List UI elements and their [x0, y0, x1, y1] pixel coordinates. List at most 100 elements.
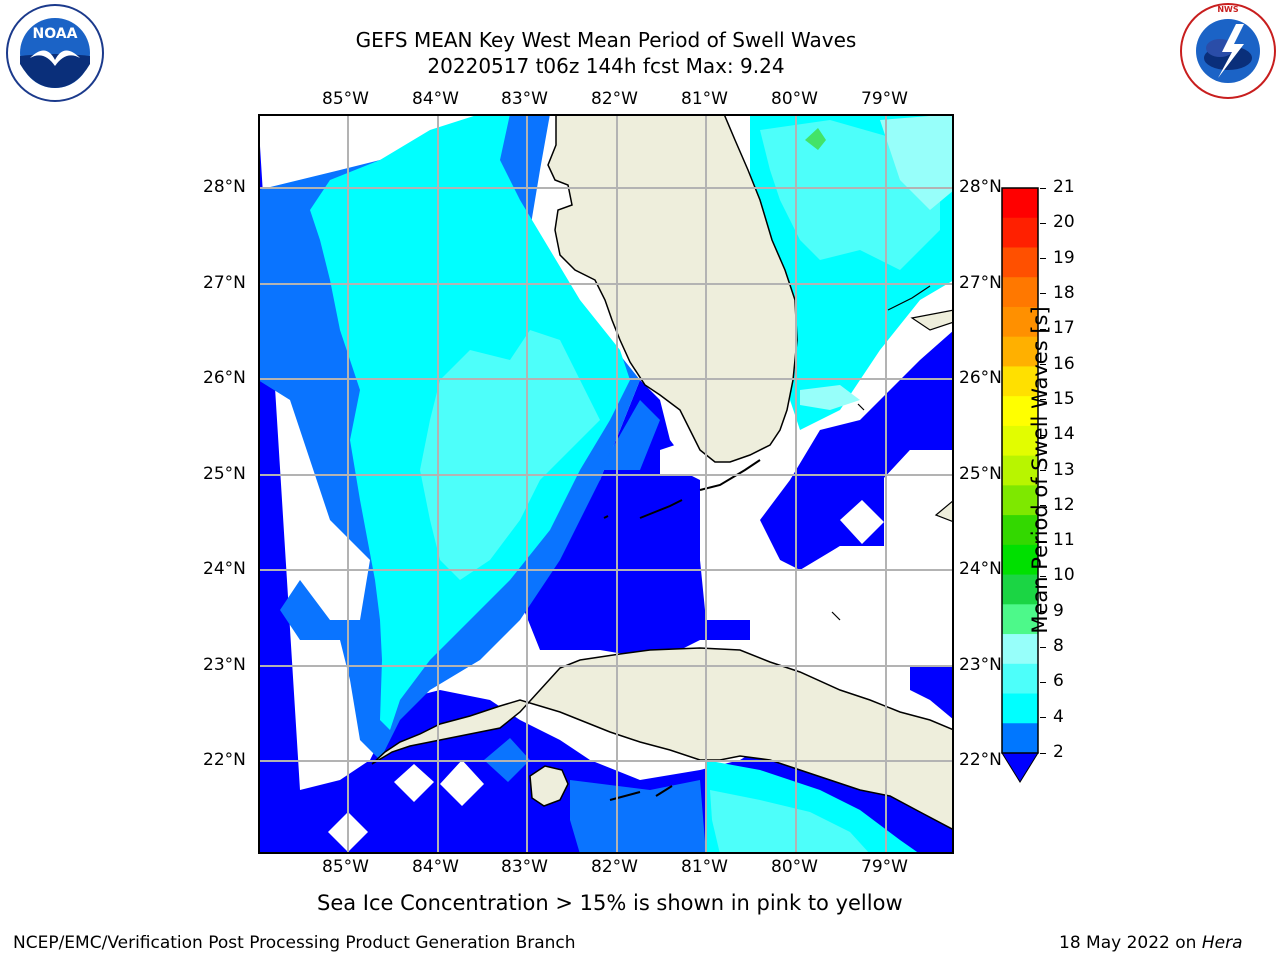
- lon-label-top: 83°W: [501, 89, 548, 109]
- colorbar-tick: [1040, 258, 1046, 260]
- colorbar-tick: [1040, 399, 1046, 401]
- no-data-area: [840, 500, 884, 544]
- lat-label-left: 24°N: [203, 559, 246, 579]
- sea-ice-note: Sea Ice Concentration > 15% is shown in …: [317, 891, 903, 915]
- colorbar-band: [1002, 366, 1038, 397]
- colorbar-band: [1002, 663, 1038, 695]
- lat-label-right: 23°N: [959, 655, 1002, 675]
- deep-blue-field: [520, 380, 750, 660]
- colorbar-band: [1002, 396, 1038, 427]
- colorbar-tick: [1040, 611, 1046, 613]
- colorbar-tick: [1040, 752, 1046, 754]
- colorbar-label: Mean Period of Swell Waves [s]: [1028, 306, 1052, 634]
- colorbar-tick: [1040, 470, 1046, 471]
- green-patch: [805, 128, 826, 150]
- colorbar-tick: [1040, 717, 1046, 719]
- colorbar-under-triangle: [1001, 752, 1039, 783]
- colorbar-tick: [1040, 681, 1046, 683]
- colorbar-tick-label: 16: [1053, 353, 1075, 374]
- colorbar-tick-label: 6: [1053, 671, 1064, 692]
- colorbar-tick-label: 9: [1053, 600, 1064, 621]
- no-data-area: [700, 450, 954, 650]
- lon-label-bottom: 81°W: [681, 857, 728, 877]
- land-bahamas: [887, 285, 931, 311]
- colorbar-band: [1002, 634, 1038, 665]
- lon-label-bottom: 84°W: [412, 857, 459, 877]
- land-bahamas: [831, 611, 841, 621]
- no-data-area: [394, 764, 434, 802]
- pale-cyan-field: [880, 114, 954, 210]
- lat-label-left: 28°N: [203, 177, 246, 197]
- colorbar-tick: [1040, 328, 1046, 330]
- map-frame: [258, 114, 954, 854]
- colorbar-tick-label: 2: [1053, 742, 1064, 762]
- colorbar-band: [1002, 455, 1038, 486]
- colorbar-band: [1002, 336, 1038, 367]
- lat-label-left: 23°N: [203, 655, 246, 675]
- lon-label-top: 81°W: [681, 89, 728, 109]
- colorbar-tick-label: 18: [1053, 282, 1075, 303]
- colorbar-tick: [1040, 434, 1046, 436]
- lon-label-bottom: 82°W: [591, 857, 638, 877]
- nws-logo: NWS: [1178, 2, 1278, 100]
- colorbar-tick: [1040, 364, 1046, 366]
- land-bahamas: [934, 499, 954, 523]
- no-data-area: [660, 440, 700, 480]
- colorbar-tick-label: 12: [1053, 494, 1075, 515]
- lat-label-left: 27°N: [203, 273, 246, 293]
- colorbar-tick: [1040, 540, 1046, 542]
- lat-label-left: 25°N: [203, 464, 246, 484]
- colorbar-tick-label: 4: [1053, 706, 1064, 727]
- light-cyan-field: [710, 790, 870, 854]
- colorbar-band: [1002, 306, 1038, 338]
- colorbar-band: [1002, 515, 1038, 546]
- colorbar-tick: [1040, 505, 1046, 507]
- deep-blue-field: [910, 665, 954, 720]
- colorbar-band: [1002, 247, 1038, 278]
- land-bahamas: [910, 309, 954, 331]
- colorbar-band: [1002, 544, 1038, 576]
- svg-text:NWS: NWS: [1217, 5, 1239, 14]
- colorbar-tick: [1040, 293, 1046, 295]
- lon-label-bottom: 80°W: [771, 857, 818, 877]
- colorbar-tick-label: 13: [1053, 459, 1075, 480]
- colorbar-band: [1002, 277, 1038, 308]
- mid-blue-field: [570, 780, 706, 854]
- florida-keys: [639, 499, 683, 519]
- colorbar-tick-label: 10: [1053, 565, 1075, 586]
- lon-label-bottom: 79°W: [861, 857, 908, 877]
- land-isla-juventud: [529, 765, 569, 807]
- lat-label-right: 27°N: [959, 273, 1002, 293]
- lat-label-right: 28°N: [959, 177, 1002, 197]
- colorbar-frame: [1001, 187, 1039, 754]
- colorbar-tick-label: 11: [1053, 530, 1075, 551]
- chart-title-line2: 20220517 t06z 144h fcst Max: 9.24: [427, 54, 785, 78]
- svg-text:NOAA: NOAA: [33, 26, 78, 42]
- colorbar-band: [1002, 604, 1038, 635]
- florida-keys: [603, 515, 609, 519]
- colorbar-tick-label: 17: [1053, 318, 1075, 339]
- lat-label-right: 25°N: [959, 464, 1002, 484]
- lon-label-top: 79°W: [861, 89, 908, 109]
- noaa-logo: NOAA: [6, 4, 104, 102]
- lon-label-top: 80°W: [771, 89, 818, 109]
- land-bahamas: [857, 403, 865, 411]
- colorbar-tick: [1040, 187, 1046, 189]
- footer-host: Hera: [1201, 933, 1243, 953]
- footer-date: 18 May 2022 on Hera: [1059, 933, 1243, 953]
- colorbar-band: [1002, 188, 1038, 219]
- footer-date-text: 18 May 2022 on: [1059, 933, 1202, 953]
- lon-label-top: 84°W: [412, 89, 459, 109]
- florida-keys: [699, 459, 761, 491]
- colorbar-tick: [1040, 575, 1046, 577]
- deep-blue-field: [760, 330, 954, 570]
- land-florida: [547, 114, 798, 463]
- colorbar-tick-label: 8: [1053, 636, 1064, 657]
- colorbar-tick-label: 20: [1053, 212, 1075, 233]
- swell-period-map: [258, 114, 954, 854]
- colorbar-tick: [1040, 222, 1046, 224]
- colorbar-tick-label: 19: [1053, 247, 1075, 268]
- no-data-area: [910, 640, 954, 665]
- lat-label-right: 26°N: [959, 368, 1002, 388]
- lon-label-bottom: 83°W: [501, 857, 548, 877]
